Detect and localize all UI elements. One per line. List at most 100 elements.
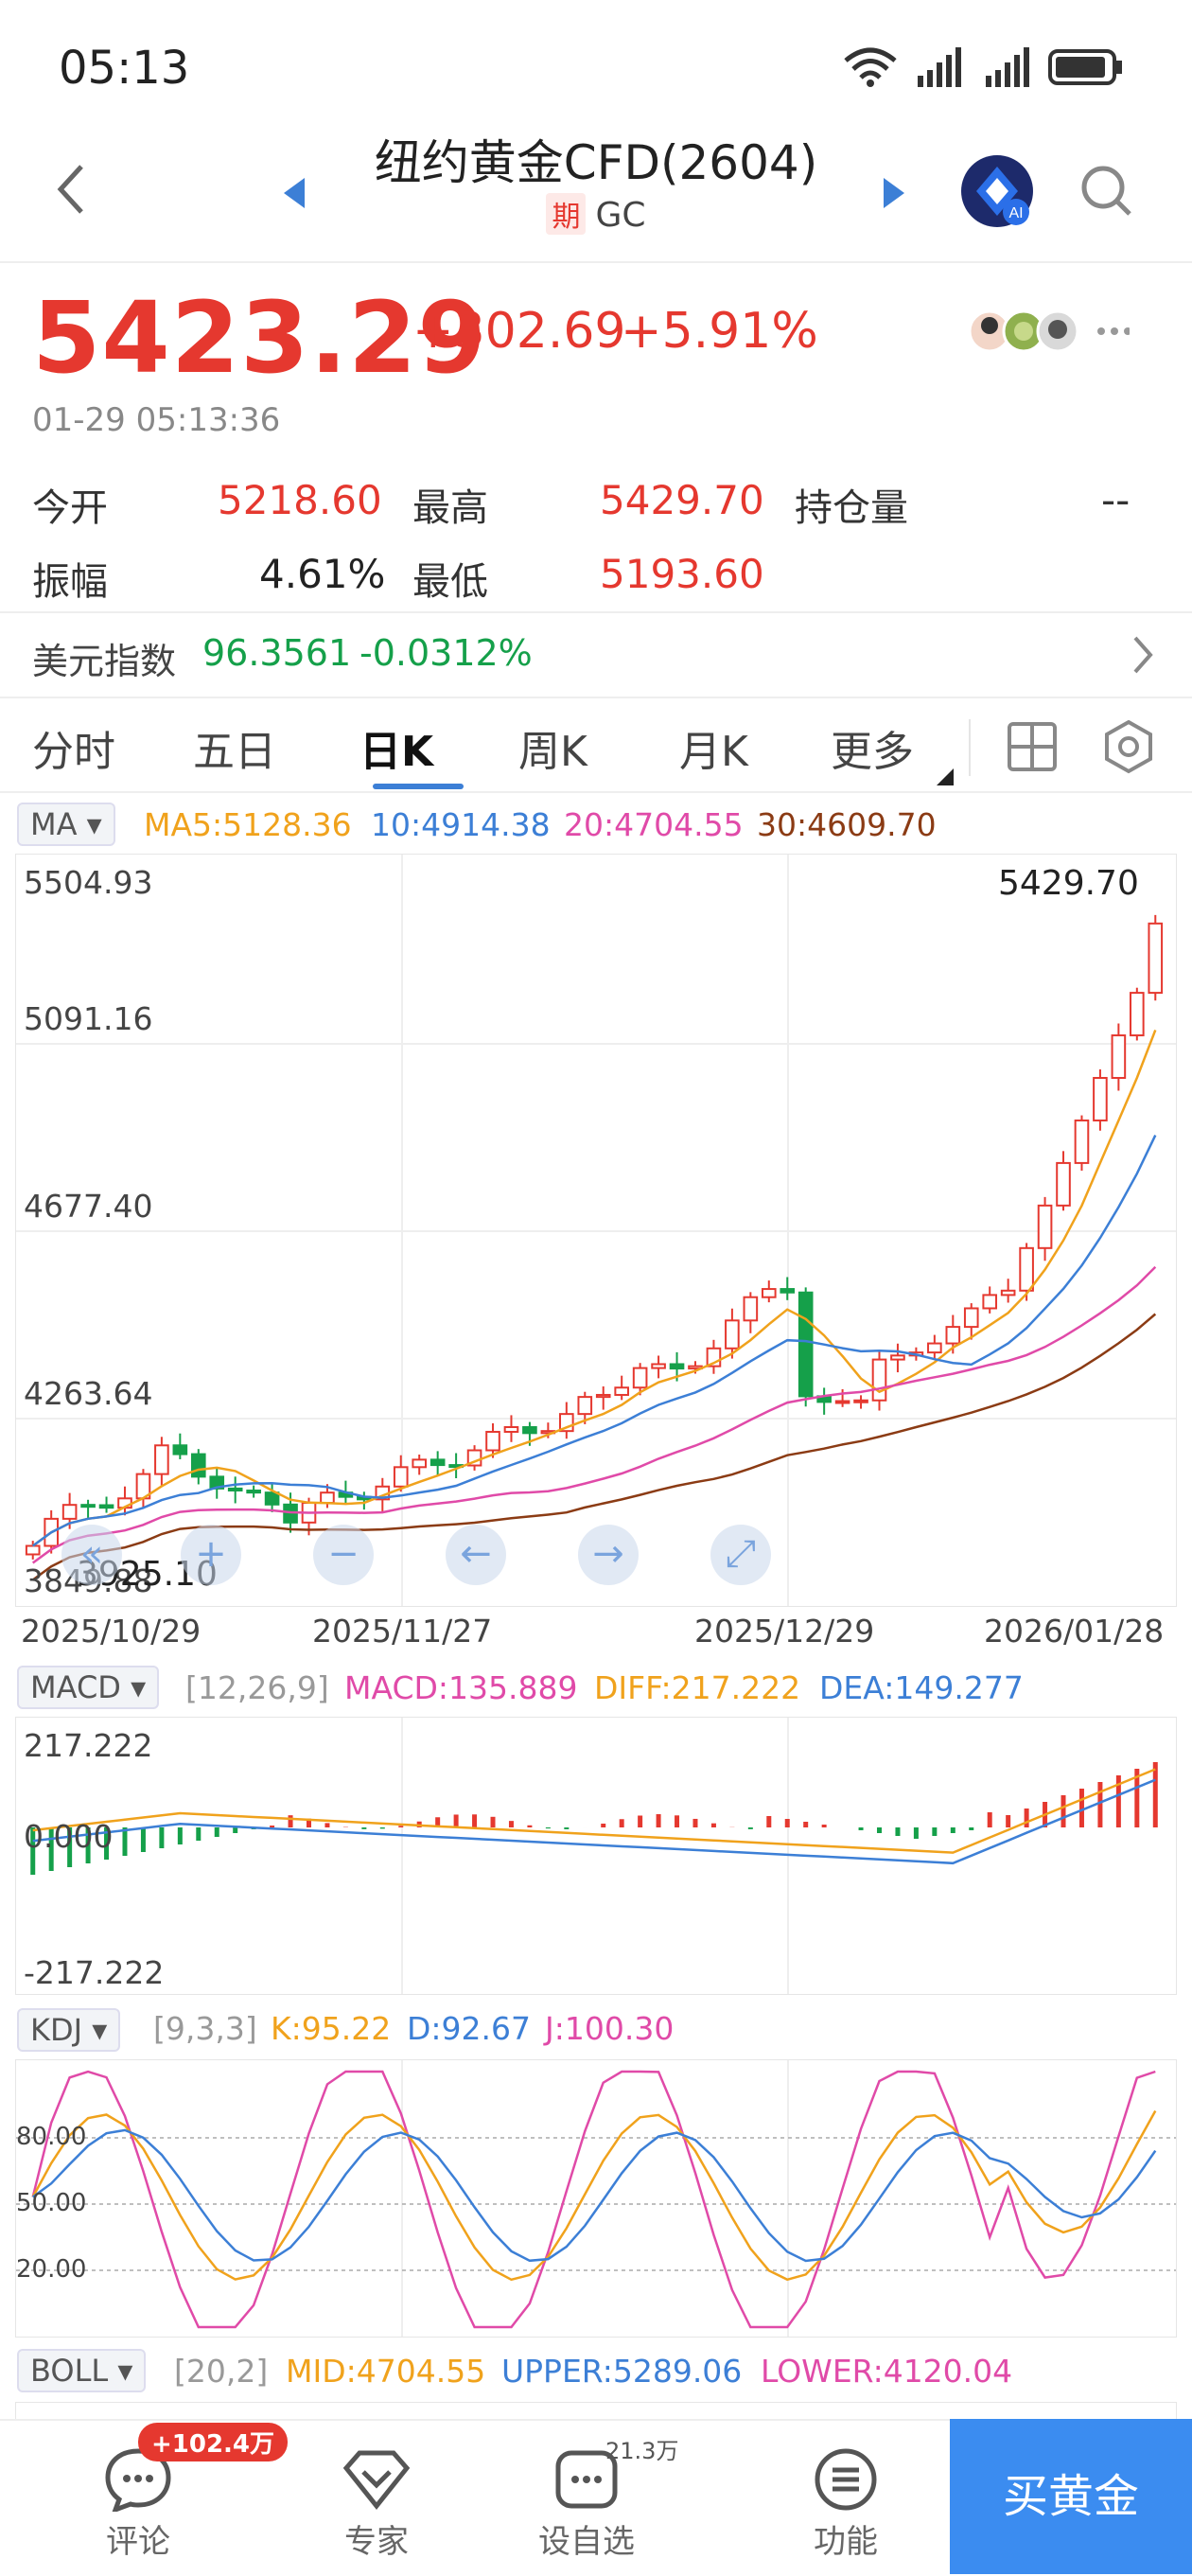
ma10-value: 10:4914.38 xyxy=(371,806,551,843)
tab-more[interactable]: 更多 xyxy=(831,717,914,778)
kdj-chart[interactable]: 80.00 50.00 20.00 xyxy=(15,2059,1177,2338)
low-value: 5193.60 xyxy=(600,551,764,597)
amplitude-value: 4.61% xyxy=(259,551,385,597)
tab-weekly-k[interactable]: 周K xyxy=(518,717,587,778)
usd-index-row[interactable]: 美元指数 96.3561 -0.0312% xyxy=(0,613,1192,697)
expert-icon xyxy=(342,2447,411,2512)
macd-axis-bottom: -217.222 xyxy=(24,1954,164,1991)
y-label-3: 4677.40 xyxy=(24,1188,152,1225)
price-change-pct: +5.91% xyxy=(621,303,818,360)
wifi-icon xyxy=(846,50,895,78)
amplitude-label: 振幅 xyxy=(32,551,108,606)
low-label: 最低 xyxy=(412,551,488,606)
pan-left-icon[interactable]: ← xyxy=(446,1525,506,1585)
open-label: 今开 xyxy=(32,477,108,532)
next-contract-icon[interactable] xyxy=(880,176,908,214)
status-icons xyxy=(842,44,1126,89)
pan-right-icon[interactable]: → xyxy=(578,1525,639,1585)
divider xyxy=(0,791,1192,793)
max-price-label: 5429.70 xyxy=(998,864,1139,903)
ma5-value: MA5:5128.36 xyxy=(144,806,352,843)
boll-params: [20,2] xyxy=(174,2353,268,2390)
kdj-axis-20: 20.00 xyxy=(16,2255,86,2284)
function-button[interactable]: 功能 xyxy=(761,2421,931,2576)
boll-lower: LOWER:4120.04 xyxy=(761,2353,1012,2390)
signal-icon-1 xyxy=(918,47,961,87)
k-value: K:95.22 xyxy=(271,2010,391,2047)
macd-chart[interactable]: 217.222 0.000 -217.222 xyxy=(15,1717,1177,1995)
j-value: J:100.30 xyxy=(545,2010,674,2047)
kdj-indicator-dropdown[interactable]: KDJ ▾ xyxy=(17,2008,120,2052)
usd-index-change: -0.0312% xyxy=(359,632,533,674)
layout-grid-icon[interactable] xyxy=(1007,721,1058,772)
collapse-left-icon[interactable]: « xyxy=(61,1525,122,1585)
x-label-4: 2026/01/28 xyxy=(984,1613,1164,1650)
buy-gold-button[interactable]: 买黄金 xyxy=(950,2419,1192,2574)
svg-text:AI: AI xyxy=(1008,205,1023,221)
ma-indicator-dropdown[interactable]: MA ▾ xyxy=(17,803,115,846)
watchlist-count: 21.3万 xyxy=(605,2432,678,2465)
watchlist-label: 设自选 xyxy=(501,2515,672,2562)
usd-index-value: 96.3561 xyxy=(202,632,351,674)
ma20-value: 20:4704.55 xyxy=(564,806,744,843)
settings-icon[interactable] xyxy=(1101,719,1156,774)
zoom-in-icon[interactable]: + xyxy=(181,1525,241,1585)
chevron-right-icon xyxy=(1131,634,1156,676)
boll-upper: UPPER:5289.06 xyxy=(501,2353,742,2390)
zoom-out-icon[interactable]: − xyxy=(313,1525,374,1585)
function-label: 功能 xyxy=(761,2515,931,2562)
fullscreen-icon[interactable]: ⤢ xyxy=(710,1525,771,1585)
kdj-btn-label: KDJ xyxy=(30,2012,82,2048)
x-label-1: 2025/10/29 xyxy=(21,1613,201,1650)
divider xyxy=(969,719,971,776)
price-change: +302.69 xyxy=(412,303,626,360)
contract-code: GC xyxy=(595,196,645,235)
user-avatars[interactable] xyxy=(969,305,1130,362)
y-label-1: 5504.93 xyxy=(24,864,152,901)
dea-value: DEA:149.277 xyxy=(819,1669,1024,1706)
ai-assistant-icon[interactable]: AI xyxy=(959,153,1035,233)
tab-daily-k[interactable]: 日K xyxy=(359,717,433,778)
high-label: 最高 xyxy=(412,477,488,532)
tab-five-day[interactable]: 五日 xyxy=(193,717,276,778)
usd-index-label: 美元指数 xyxy=(32,632,176,684)
open-value: 5218.60 xyxy=(218,477,382,523)
ma30-value: 30:4609.70 xyxy=(757,806,937,843)
tab-intraday[interactable]: 分时 xyxy=(32,717,115,778)
macd-params: [12,26,9] xyxy=(185,1669,329,1706)
comment-count-badge: +102.4万 xyxy=(138,2423,288,2461)
active-tab-indicator xyxy=(373,784,464,789)
macd-axis-zero: 0.000 xyxy=(24,1818,113,1855)
more-dropdown-icon xyxy=(937,768,954,785)
futures-tag: 期 xyxy=(546,193,586,235)
macd-value: MACD:135.889 xyxy=(344,1669,578,1706)
macd-btn-label: MACD xyxy=(30,1669,121,1705)
y-label-4: 4263.64 xyxy=(24,1375,152,1412)
kdj-params: [9,3,3] xyxy=(153,2010,257,2047)
status-time: 05:13 xyxy=(59,42,189,95)
kdj-axis-80: 80.00 xyxy=(16,2123,86,2151)
boll-mid: MID:4704.55 xyxy=(286,2353,485,2390)
menu-icon xyxy=(814,2447,878,2512)
search-icon[interactable] xyxy=(1078,163,1135,223)
boll-btn-label: BOLL xyxy=(30,2353,108,2389)
high-value: 5429.70 xyxy=(600,477,764,523)
tab-monthly-k[interactable]: 月K xyxy=(679,717,748,778)
divider xyxy=(0,697,1192,698)
macd-axis-top: 217.222 xyxy=(24,1727,152,1764)
diff-value: DIFF:217.222 xyxy=(594,1669,800,1706)
battery-icon xyxy=(1050,51,1122,83)
kline-chart[interactable]: 5504.93 5091.16 4677.40 4263.64 3849.88 … xyxy=(15,854,1177,1607)
d-value: D:92.67 xyxy=(407,2010,531,2047)
status-bar: 05:13 xyxy=(0,0,1192,132)
expert-button[interactable]: 专家 xyxy=(291,2421,462,2576)
x-label-2: 2025/11/27 xyxy=(312,1613,492,1650)
y-label-2: 5091.16 xyxy=(24,1000,152,1037)
macd-indicator-dropdown[interactable]: MACD ▾ xyxy=(17,1666,159,1709)
x-label-3: 2025/12/29 xyxy=(694,1613,874,1650)
open-interest-value: -- xyxy=(1101,477,1130,523)
signal-icon-2 xyxy=(986,47,1029,87)
expert-label: 专家 xyxy=(291,2515,462,2562)
boll-indicator-dropdown[interactable]: BOLL ▾ xyxy=(17,2349,146,2392)
ma-btn-label: MA xyxy=(30,806,78,842)
